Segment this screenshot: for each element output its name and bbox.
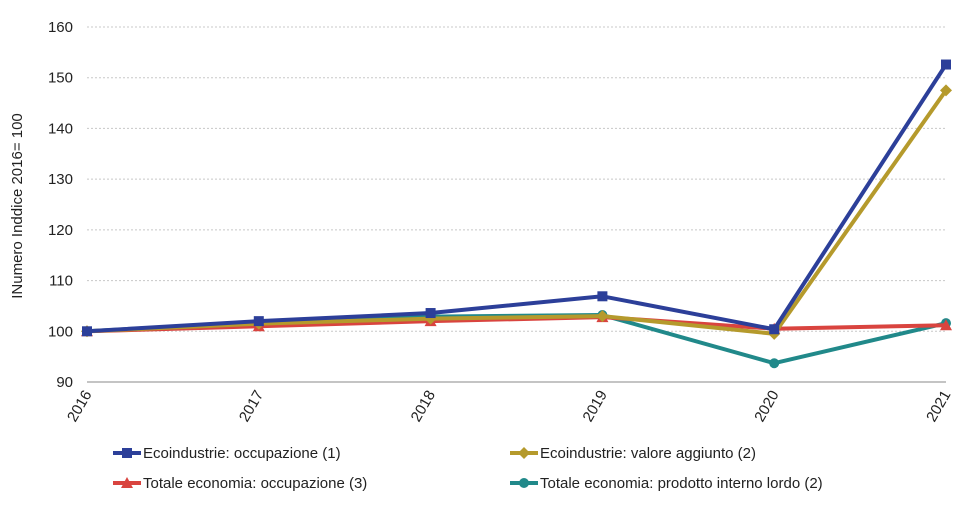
y-tick-label: 140 (48, 120, 73, 137)
y-tick-label: 90 (56, 374, 73, 391)
data-point (597, 291, 608, 302)
legend: Ecoindustrie: occupazione (1) Ecoindustri… (113, 445, 823, 492)
data-point (769, 324, 780, 335)
legend-label: Totale economia: prodotto interno lordo … (540, 475, 823, 492)
data-point (940, 319, 952, 331)
x-tick-label: 2020 (751, 388, 782, 425)
data-point (82, 326, 92, 337)
data-point (941, 59, 951, 70)
legend-marker (121, 477, 133, 488)
series-line (86, 89, 948, 336)
legend-marker (122, 448, 132, 458)
legend-marker (518, 447, 530, 459)
legend-label: Totale economia: occupazione (3) (143, 475, 367, 492)
series-line (86, 63, 948, 334)
data-point (596, 310, 609, 323)
data-point (425, 308, 436, 319)
data-point (253, 316, 264, 327)
x-tick-label: 2019 (579, 388, 610, 425)
y-tick-label: 150 (48, 70, 73, 87)
y-tick-label: 100 (48, 323, 73, 340)
y-tick-label: 130 (48, 171, 73, 188)
legend-label: Ecoindustrie: valore aggiunto (2) (540, 445, 756, 462)
x-tick-label: 2021 (923, 388, 954, 425)
data-point (940, 84, 952, 97)
x-tick-label: 2018 (408, 388, 439, 425)
y-tick-label: 110 (49, 273, 73, 290)
x-tick-label: 2017 (236, 388, 267, 425)
series (81, 59, 952, 369)
y-tick-label: 160 (48, 19, 73, 36)
gridlines (87, 26, 946, 332)
legend-label: Ecoindustrie: occupazione (1) (143, 445, 341, 462)
legend-marker (519, 478, 529, 488)
data-point (769, 358, 780, 369)
y-tick-label: 120 (48, 222, 73, 239)
x-tick-label: 2016 (64, 388, 95, 425)
axes: 90 100 110 120 130 140 150 160 2016 2017 2018 2019 2… (48, 19, 954, 425)
y-axis-label: INumero Inddice 2016= 100 (9, 113, 26, 299)
